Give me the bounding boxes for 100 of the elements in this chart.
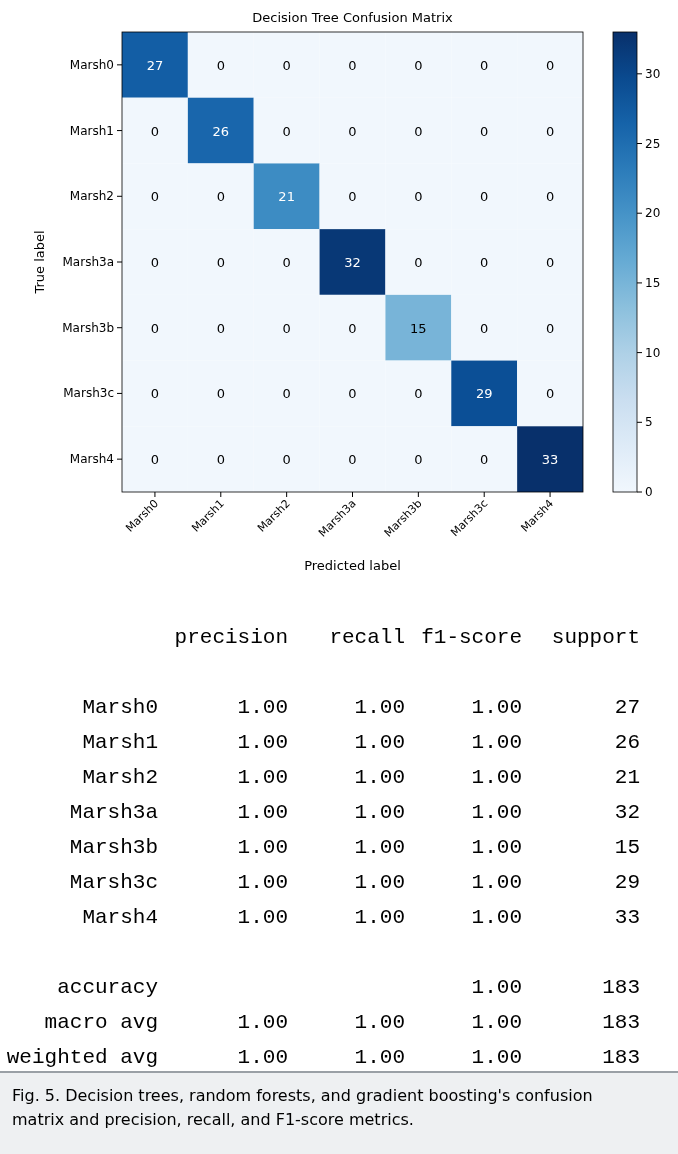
text: 1.00 <box>471 801 522 824</box>
category-label: precision <box>174 626 288 649</box>
data-label: 0 <box>348 320 357 336</box>
data-label: 0 <box>545 189 555 205</box>
data-label: 15 <box>410 320 427 336</box>
data-label: 0 <box>150 452 160 468</box>
text: 29 <box>614 871 640 894</box>
data-label: 0 <box>480 255 489 270</box>
text: 1.00 <box>354 1046 405 1069</box>
data-label: 0 <box>348 123 357 139</box>
category-label: weighted avg <box>6 1046 158 1069</box>
text: 1.00 <box>354 766 405 789</box>
data-label: 0 <box>480 320 489 336</box>
text: 1.00 <box>237 1046 288 1069</box>
text: 1.00 <box>471 976 522 999</box>
text: 1.00 <box>354 836 405 859</box>
text: 27 <box>614 696 640 719</box>
text: 32 <box>614 801 640 824</box>
data-label: 0 <box>480 57 489 73</box>
data-label: 26 <box>212 123 230 139</box>
y-tick-label: Marsh0 <box>69 57 114 72</box>
data-label: 33 <box>541 452 559 468</box>
data-label: 27 <box>146 57 164 73</box>
text: 33 <box>614 906 640 929</box>
color-bar-label: 5 <box>645 415 653 430</box>
text: 1.00 <box>354 906 405 929</box>
category-label: recall <box>329 626 405 649</box>
data-label: 0 <box>150 189 160 205</box>
text: 21 <box>614 766 640 789</box>
text: 183 <box>602 976 640 999</box>
color-bar-label: 20 <box>645 206 661 221</box>
text: 1.00 <box>471 696 522 719</box>
color-bar-label: 25 <box>645 136 661 151</box>
text: 1.00 <box>471 1046 522 1069</box>
y-tick-label: Marsh3c <box>63 386 114 401</box>
data-label: 0 <box>282 57 291 73</box>
data-label: 0 <box>348 189 357 205</box>
text: 1.00 <box>237 731 288 754</box>
data-label: 0 <box>216 189 225 205</box>
text: 1.00 <box>354 801 405 824</box>
y-tick-label: Marsh3a <box>62 255 114 269</box>
data-label: 0 <box>150 123 160 139</box>
data-label: 0 <box>150 386 160 402</box>
text: 1.00 <box>237 766 288 789</box>
category-label: support <box>551 626 640 649</box>
text: 1.00 <box>471 1011 522 1034</box>
caption: Fig. 5. Decision trees, random forests, and gradient boosting's confusion matrix and precision, recall, and F1-score metrics. <box>12 1086 593 1129</box>
text: 1.00 <box>354 731 405 754</box>
data-label: 0 <box>348 386 357 402</box>
data-label: 0 <box>216 320 225 336</box>
data-label: 0 <box>216 57 225 73</box>
text: 1.00 <box>237 836 288 859</box>
color-bar-label: 30 <box>645 66 661 81</box>
text: 1.00 <box>237 1011 288 1034</box>
text: 183 <box>602 1011 640 1034</box>
y-tick-label: Marsh4 <box>69 452 114 467</box>
data-label: 0 <box>282 255 291 270</box>
color-bar-label: 0 <box>645 485 653 499</box>
data-label: 0 <box>480 452 489 468</box>
text: 1.00 <box>471 871 522 894</box>
data-label: 0 <box>282 452 291 468</box>
data-label: 0 <box>216 386 225 402</box>
y-axis-title: True label <box>32 230 47 295</box>
text: 1.00 <box>237 801 288 824</box>
x-axis-title: Predicted label <box>304 558 401 573</box>
text: 1.00 <box>471 731 522 754</box>
data-label: 0 <box>414 57 423 73</box>
data-label: 0 <box>545 255 555 270</box>
y-tick-label: Marsh2 <box>69 189 114 204</box>
data-label: 0 <box>414 189 423 205</box>
color-bar-label: 15 <box>645 275 661 290</box>
data-label: 32 <box>344 255 361 270</box>
data-label: 0 <box>282 123 291 139</box>
data-label: 0 <box>414 386 423 402</box>
y-tick-label: Marsh1 <box>69 123 114 138</box>
data-label: 0 <box>414 123 423 139</box>
text: 1.00 <box>354 1011 405 1034</box>
data-label: 0 <box>282 320 291 336</box>
color-bar-label: 10 <box>645 345 661 360</box>
data-label: 0 <box>414 255 423 270</box>
data-label: 0 <box>414 452 423 468</box>
text: 1.00 <box>237 871 288 894</box>
data-label: 0 <box>480 189 489 205</box>
text: 1.00 <box>471 836 522 859</box>
category-label: f1-score <box>421 626 522 649</box>
text: 1.00 <box>471 906 522 929</box>
text: 1.00 <box>471 766 522 789</box>
data-label: 0 <box>150 255 160 270</box>
data-label: 0 <box>480 123 489 139</box>
chart-title: Decision Tree Confusion Matrix <box>252 10 454 25</box>
data-label: 0 <box>150 320 160 336</box>
data-label: 0 <box>545 320 555 336</box>
data-label: 0 <box>545 57 555 73</box>
text: 15 <box>614 836 640 859</box>
data-label: 0 <box>282 386 291 402</box>
text: 183 <box>602 1046 640 1069</box>
data-label: 21 <box>278 189 295 205</box>
data-label: 0 <box>348 452 357 468</box>
data-label: 0 <box>545 386 555 402</box>
y-tick-label: Marsh3b <box>62 320 114 335</box>
